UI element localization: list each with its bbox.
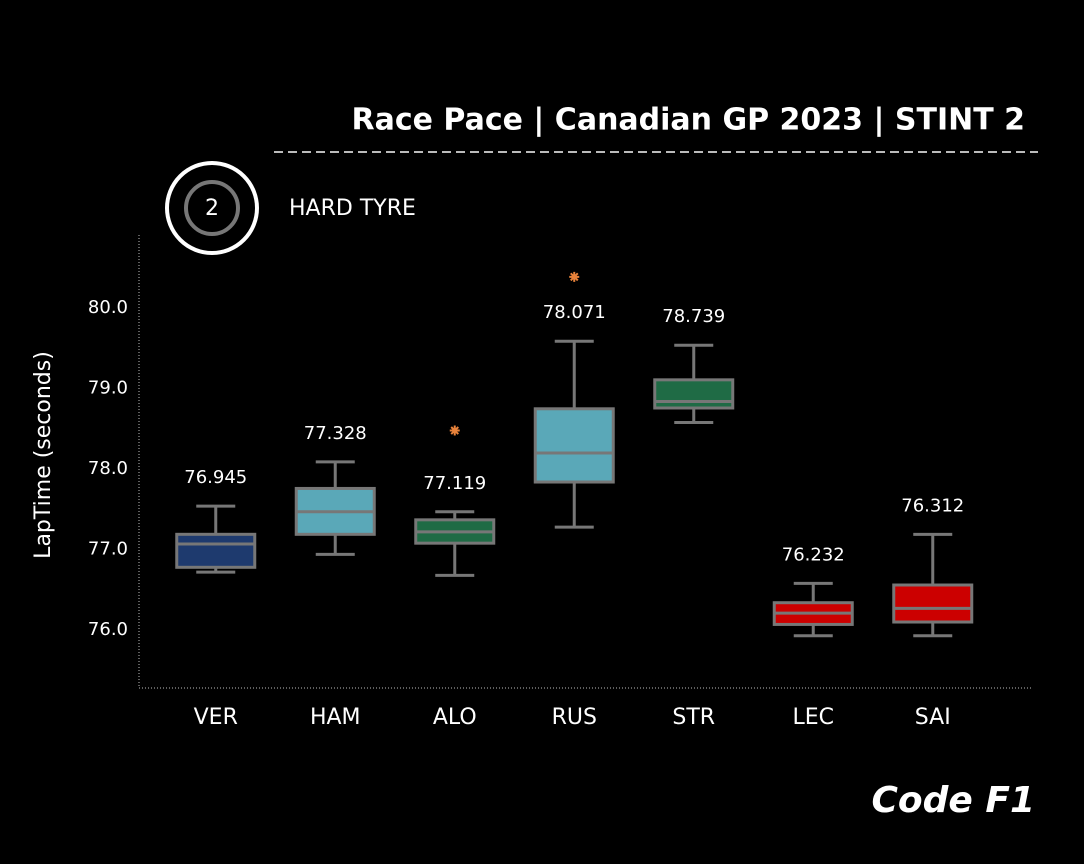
x-tick-label: LEC	[792, 705, 834, 730]
y-tick-label: 79.0	[88, 378, 128, 399]
y-tick-label: 77.0	[88, 539, 128, 560]
box	[653, 378, 735, 410]
value-label: 77.119	[423, 473, 486, 494]
x-tick-label: ALO	[433, 705, 477, 730]
value-label: 78.739	[662, 306, 725, 327]
watermark: Code F1	[871, 780, 1035, 821]
outlier	[569, 271, 580, 282]
tyre-inner	[184, 180, 240, 236]
box	[533, 407, 615, 484]
value-label: 76.312	[901, 495, 964, 516]
y-axis-label: LapTime (seconds)	[31, 351, 56, 559]
box	[175, 532, 257, 569]
x-tick-label: HAM	[310, 705, 361, 730]
value-label: 76.232	[782, 544, 845, 565]
x-tick-label: STR	[672, 705, 715, 730]
y-tick-label: 76.0	[88, 619, 128, 640]
y-tick-label: 80.0	[88, 297, 128, 318]
box	[892, 583, 974, 624]
y-tick-label: 78.0	[88, 458, 128, 479]
value-label: 78.071	[543, 302, 606, 323]
tyre-outer	[165, 161, 259, 255]
outlier	[449, 425, 460, 436]
stint-badge: 2	[205, 196, 219, 221]
x-tick-label: VER	[194, 705, 238, 730]
value-label: 77.328	[304, 423, 367, 444]
x-tick-label: RUS	[552, 705, 597, 730]
subtitle: HARD TYRE	[289, 196, 416, 221]
value-label: 76.945	[184, 467, 247, 488]
chart-title: Race Pace | Canadian GP 2023 | STINT 2	[351, 103, 1025, 138]
x-tick-label: SAI	[915, 705, 951, 730]
